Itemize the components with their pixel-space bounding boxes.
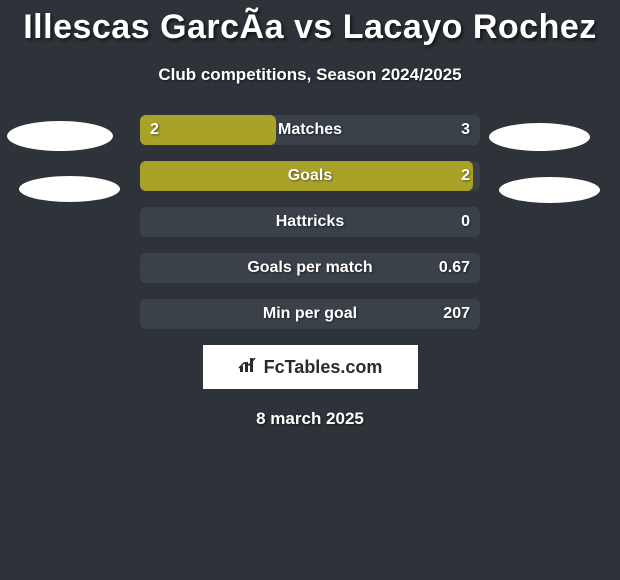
stats-rows: 2Matches3Goals2Hattricks0Goals per match… [140, 115, 480, 329]
stat-label: Hattricks [140, 213, 480, 231]
side-ellipse [7, 121, 113, 151]
side-ellipse [489, 123, 590, 151]
stat-label: Goals per match [140, 259, 480, 277]
logo-label: FcTables.com [264, 357, 383, 378]
stat-right-value: 207 [443, 305, 470, 323]
stat-right-value: 2 [461, 167, 470, 185]
stat-right-value: 0.67 [439, 259, 470, 277]
stat-label: Min per goal [140, 305, 480, 323]
stat-label: Matches [140, 121, 480, 139]
page-title: Illescas GarcÃa vs Lacayo Rochez [0, 0, 620, 47]
stat-label: Goals [140, 167, 480, 185]
logo-box: FcTables.com [203, 345, 418, 389]
stat-right-value: 3 [461, 121, 470, 139]
stat-row: Goals per match0.67 [140, 253, 480, 283]
stat-row: Min per goal207 [140, 299, 480, 329]
side-ellipse [19, 176, 120, 202]
logo-text: FcTables.com [238, 356, 383, 379]
stat-row: Goals2 [140, 161, 480, 191]
bar-chart-icon [238, 356, 260, 379]
stat-right-value: 0 [461, 213, 470, 231]
date-text: 8 march 2025 [0, 409, 620, 429]
stat-row: 2Matches3 [140, 115, 480, 145]
side-ellipse [499, 177, 600, 203]
stat-row: Hattricks0 [140, 207, 480, 237]
page-subtitle: Club competitions, Season 2024/2025 [0, 65, 620, 85]
